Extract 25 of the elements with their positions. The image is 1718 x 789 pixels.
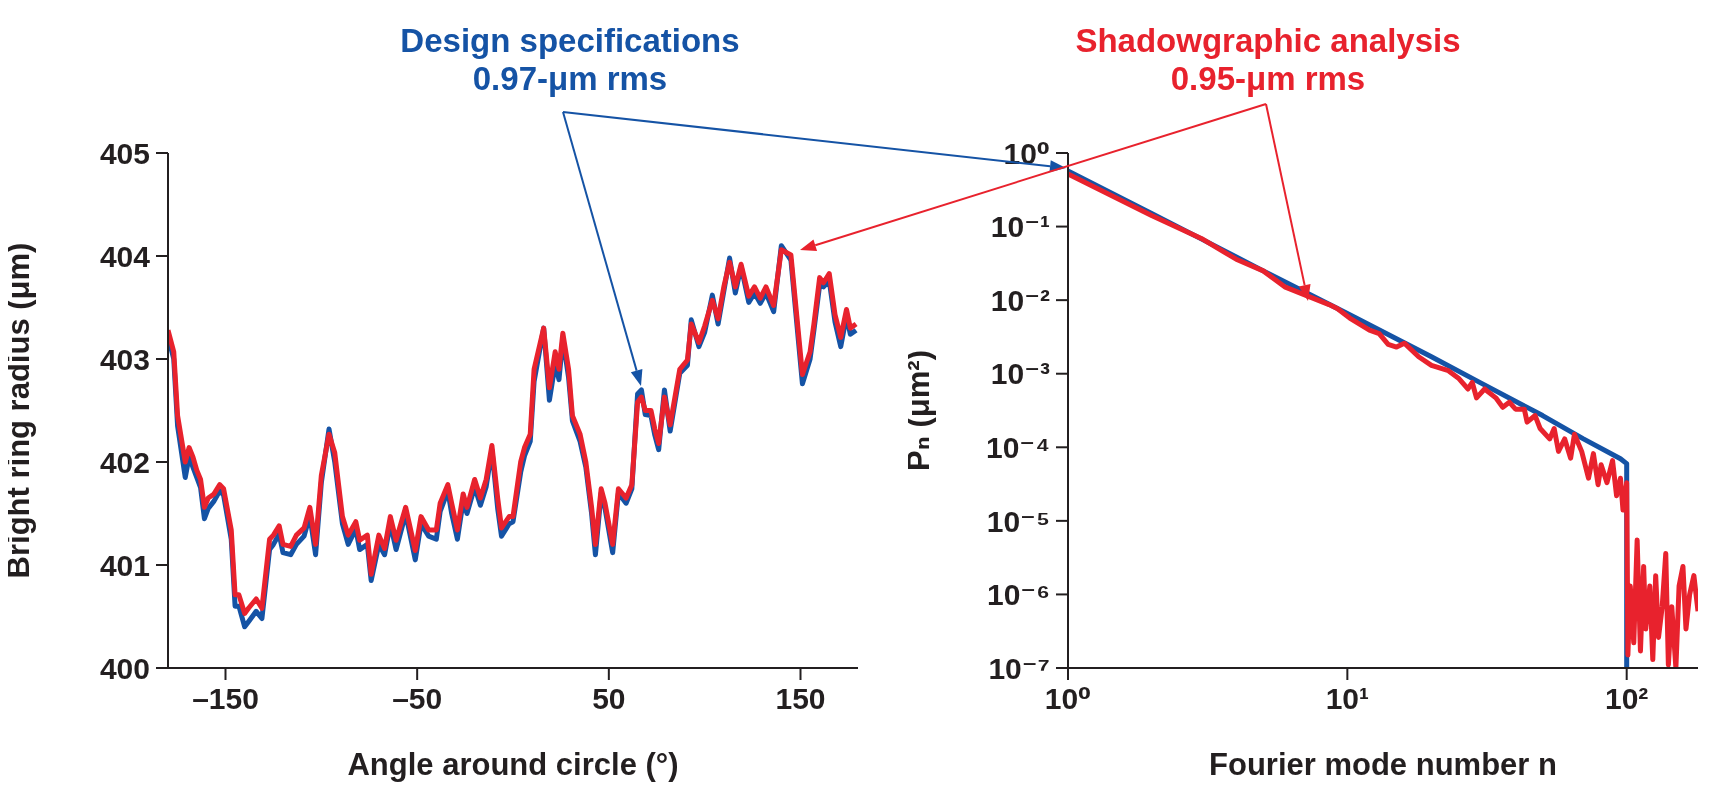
y-tick-label: 10⁻⁷ — [988, 651, 1050, 685]
y-tick-label: 10⁻⁵ — [986, 504, 1050, 538]
x-axis-title: Angle around circle (°) — [347, 747, 679, 782]
x-axis-title: Fourier mode number n — [1209, 747, 1557, 782]
text: Shadowgraphic analysis 0.95-μm rms — [1074, 22, 1462, 98]
x-tick-label: –150 — [192, 682, 259, 716]
x-tick-label: 10¹ — [1325, 682, 1370, 716]
text: Design specifications 0.97-μm rms — [399, 22, 741, 98]
y-tick-label: 402 — [99, 445, 150, 479]
y-tick-label: 10⁻¹ — [990, 210, 1050, 244]
y-tick-label: 10⁻³ — [990, 357, 1050, 391]
y-tick-label: 401 — [99, 548, 150, 582]
y-tick-label: 405 — [99, 136, 150, 170]
y-tick-label: 10⁰ — [1003, 136, 1050, 170]
y-tick-label: 10⁻² — [990, 283, 1050, 317]
y-tick-label: 10⁻⁴ — [985, 430, 1050, 464]
y-tick-label: 10⁻⁶ — [986, 578, 1050, 612]
y-tick-label: 400 — [99, 651, 150, 685]
y-tick-label: 404 — [99, 239, 151, 273]
x-tick-label: 150 — [775, 682, 826, 716]
y-tick-label: 403 — [99, 342, 150, 376]
x-tick-label: 50 — [592, 682, 626, 716]
x-tick-label: 10⁰ — [1044, 682, 1092, 716]
x-tick-label: 10² — [1605, 682, 1649, 716]
x-tick-label: –50 — [392, 682, 443, 716]
